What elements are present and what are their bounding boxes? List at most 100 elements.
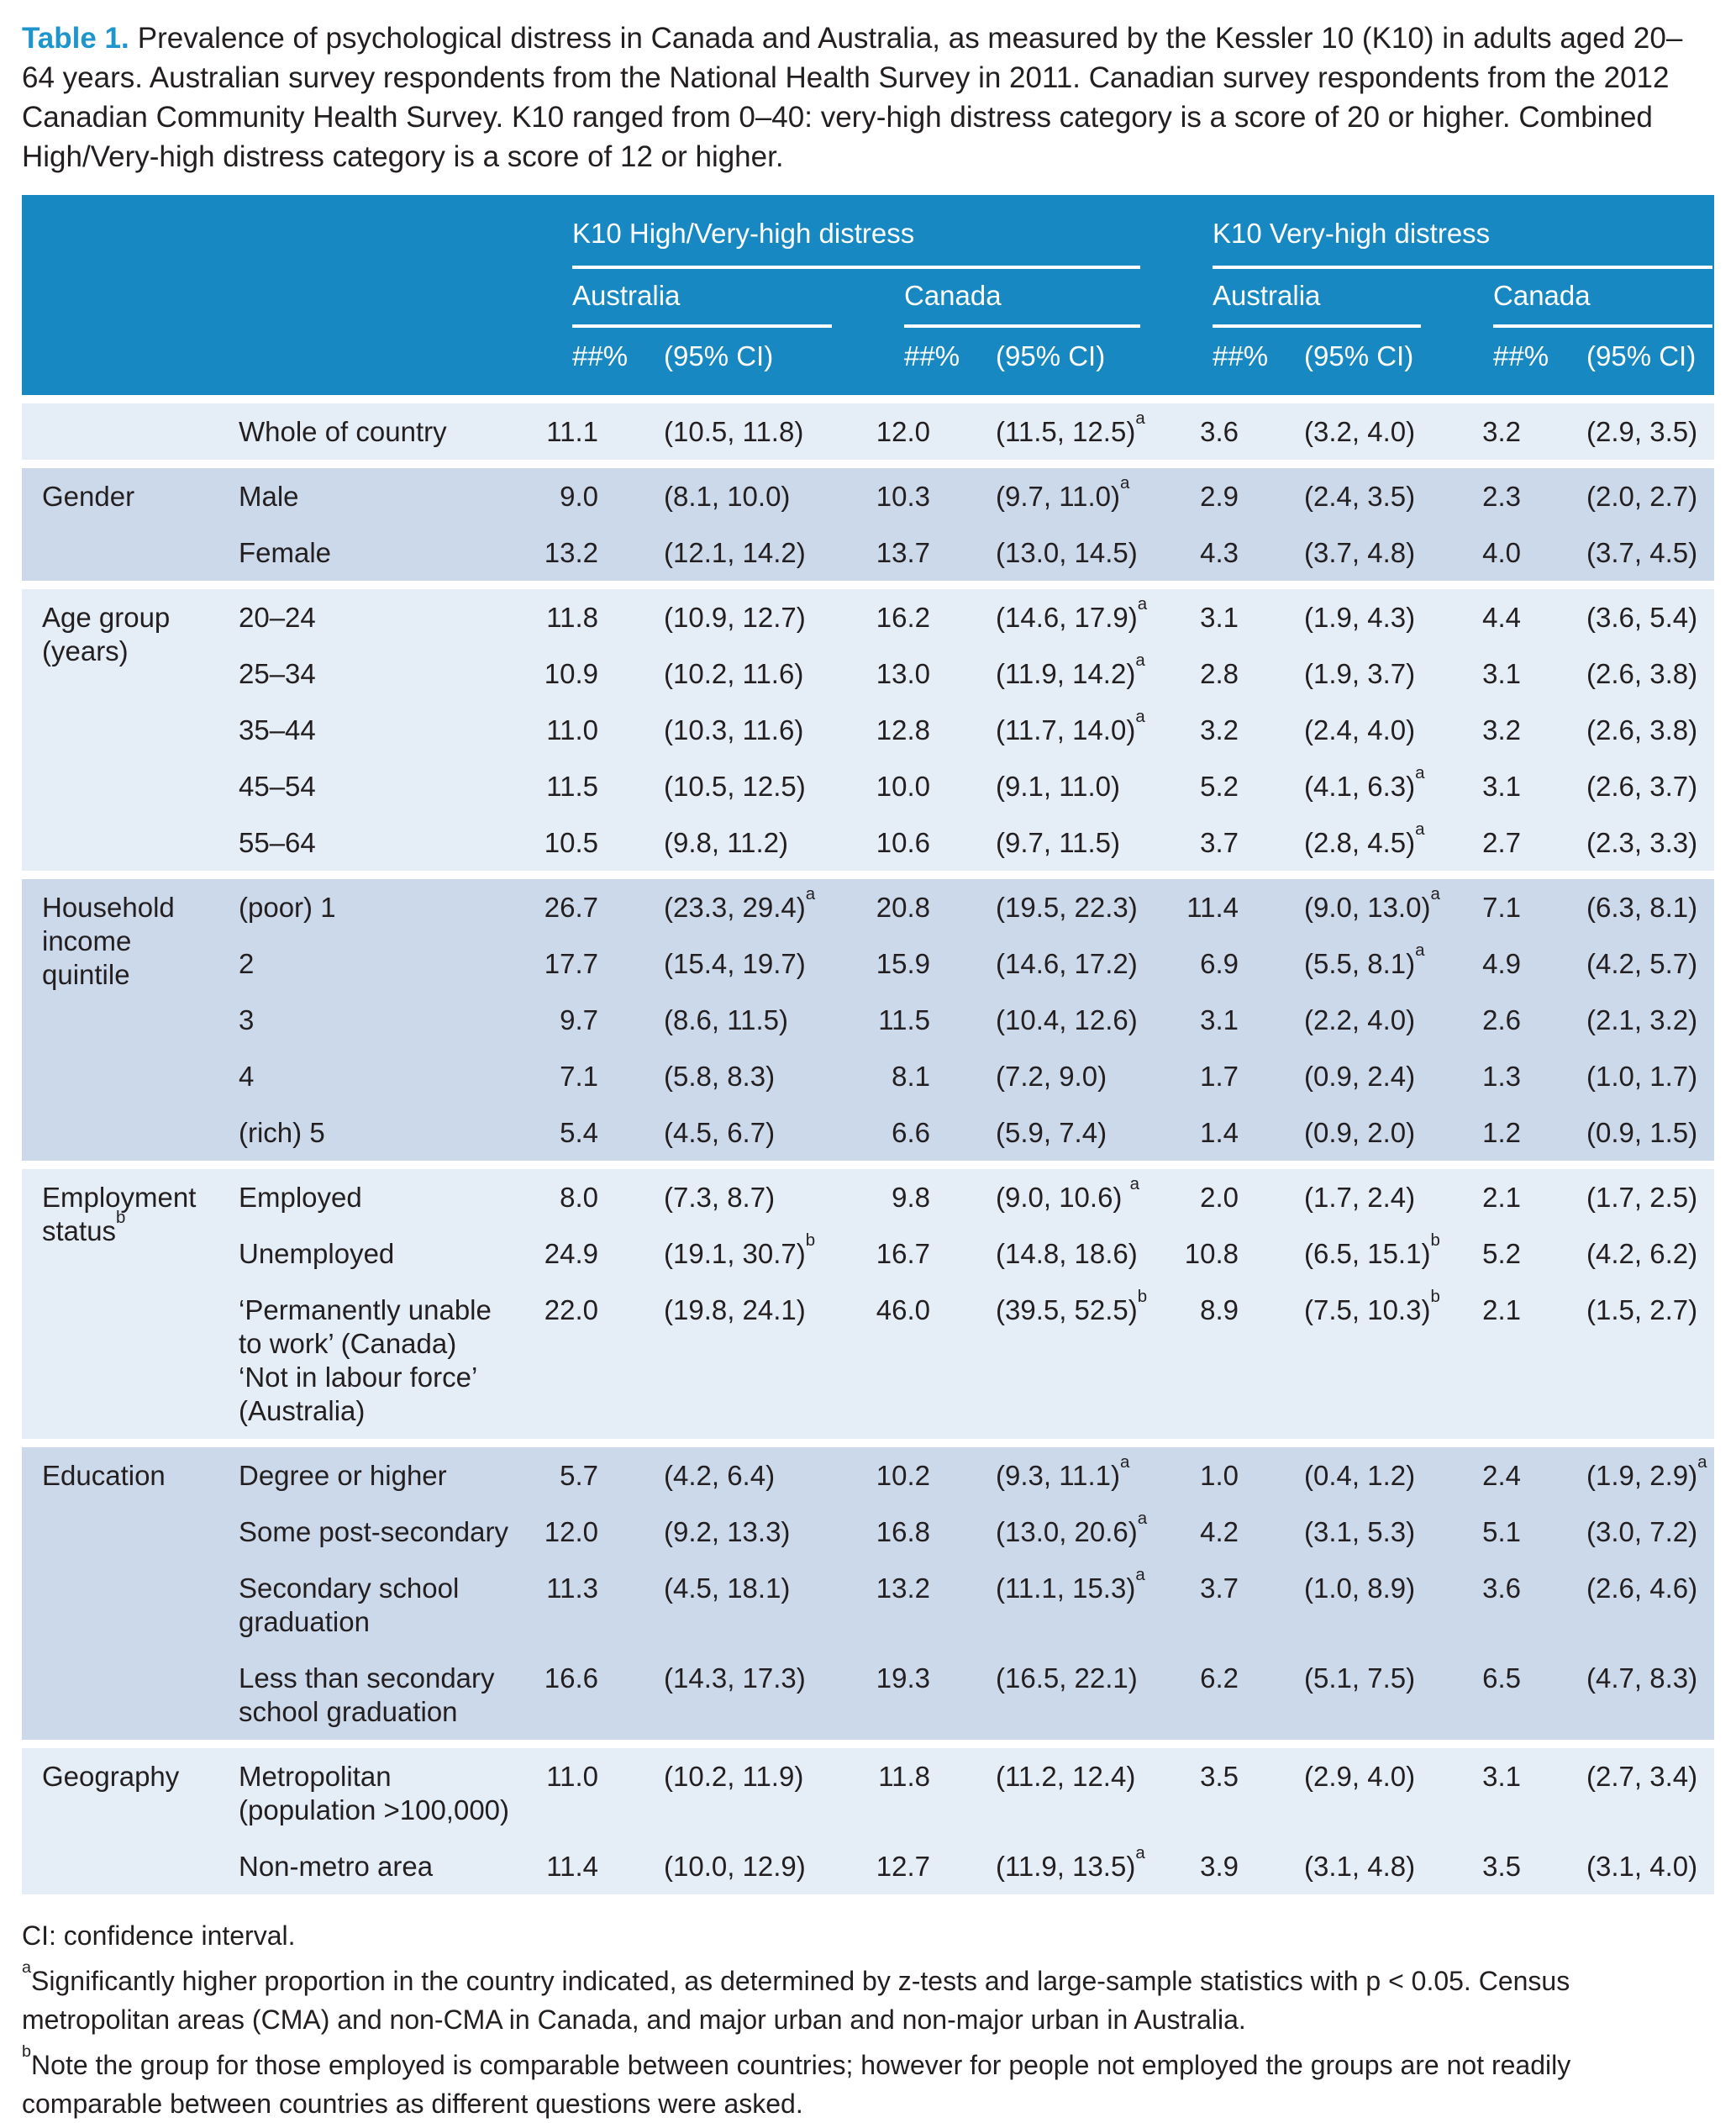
footnotes: CI: confidence interval. aSignificantly h… xyxy=(22,1916,1711,2123)
value-cell: 5.4 xyxy=(539,1104,640,1165)
table-row: Household income quintile (poor) 1 26.7 (23… xyxy=(22,871,1715,1165)
category-label xyxy=(22,395,234,464)
row-label: 55–64 xyxy=(234,814,539,875)
table-row: Education Degree or higher 5.7 (4.2, 6.4) 10… xyxy=(22,1439,1715,1744)
table-row: Whole of country 11.1 (10.5, 11.8) 12.0 (11.… xyxy=(22,395,1715,464)
ci-cell: (4.2, 5.7) xyxy=(1563,935,1715,992)
ci-cell: (11.9, 13.5)a xyxy=(972,1838,1180,1894)
ci-cell: (5.1, 7.5) xyxy=(1281,1650,1460,1744)
table-caption: Table 1. Prevalence of psychological dist… xyxy=(22,18,1711,176)
value-cell: 13.2 xyxy=(539,524,640,585)
row-label: Non-metro area xyxy=(234,1838,539,1894)
ci-cell: (1.9, 2.9)a xyxy=(1563,1439,1715,1504)
value-cell: 15.9 xyxy=(871,935,972,992)
value-cell: 11.5 xyxy=(539,758,640,814)
group-header-row: K10 High/Very-high distress K10 Very-hig… xyxy=(22,195,1715,399)
value-cell: 3.2 xyxy=(1179,702,1281,758)
value-cell: 8.1 xyxy=(871,1048,972,1104)
country-header-australia-2: Australia xyxy=(1179,269,1460,328)
value-cell: 6.6 xyxy=(871,1104,972,1165)
row-label: 45–54 xyxy=(234,758,539,814)
value-cell: 12.8 xyxy=(871,702,972,758)
section-employment-status-b: Employment statusb Employed 8.0 (7.3, 8.7) 9… xyxy=(22,1161,1715,1443)
value-cell: 2.0 xyxy=(1179,1161,1281,1225)
ci-cell: (4.5, 6.7) xyxy=(640,1104,871,1165)
ci-cell: (2.7, 3.4) xyxy=(1563,1740,1715,1838)
value-cell: 3.6 xyxy=(1179,395,1281,464)
value-cell: 2.1 xyxy=(1460,1161,1564,1225)
ci-cell: (19.1, 30.7)b xyxy=(640,1225,871,1282)
ci-cell: (9.2, 13.3) xyxy=(640,1504,871,1560)
value-cell: 2.7 xyxy=(1460,814,1564,875)
value-cell: 3.9 xyxy=(1179,1838,1281,1894)
ci-cell: (7.3, 8.7) xyxy=(640,1161,871,1225)
table-row: ‘Permanently unable to work’ (Canada) ‘N… xyxy=(22,1282,1715,1443)
row-label: Less than secondary school graduation xyxy=(234,1650,539,1744)
value-cell: 10.6 xyxy=(871,814,972,875)
ci-cell: (4.5, 18.1) xyxy=(640,1560,871,1650)
row-label: Unemployed xyxy=(234,1225,539,1282)
table-number-label: Table 1. xyxy=(22,22,129,55)
country-header-australia-1: Australia xyxy=(539,269,871,328)
ci-cell: (9.3, 11.1)a xyxy=(972,1439,1180,1504)
ci-cell: (11.1, 15.3)a xyxy=(972,1560,1180,1650)
row-label: Male xyxy=(234,460,539,524)
ci-cell: (2.3, 3.3) xyxy=(1563,814,1715,875)
ci-cell: (3.6, 5.4) xyxy=(1563,581,1715,645)
country-header-label: Canada xyxy=(1493,269,1713,328)
value-cell: 1.3 xyxy=(1460,1048,1564,1104)
ci-cell: (12.1, 14.2) xyxy=(640,524,871,585)
ci-cell: (10.2, 11.9) xyxy=(640,1740,871,1838)
value-cell: 2.8 xyxy=(1179,645,1281,702)
row-label: Metropolitan (population >100,000) xyxy=(234,1740,539,1838)
row-label: 20–24 xyxy=(234,581,539,645)
row-label: ‘Permanently unable to work’ (Canada) ‘N… xyxy=(234,1282,539,1443)
section-geography: Geography Metropolitan (population >100,0… xyxy=(22,1740,1715,1894)
ci-cell: (10.2, 11.6) xyxy=(640,645,871,702)
ci-cell: (1.7, 2.4) xyxy=(1281,1161,1460,1225)
value-cell: 6.5 xyxy=(1460,1650,1564,1744)
row-label: 25–34 xyxy=(234,645,539,702)
value-cell: 10.9 xyxy=(539,645,640,702)
value-cell: 9.8 xyxy=(871,1161,972,1225)
row-label: 3 xyxy=(234,992,539,1048)
value-cell: 16.2 xyxy=(871,581,972,645)
group-header-very-high: K10 Very-high distress xyxy=(1179,195,1715,269)
table-row: (rich) 5 5.4 (4.5, 6.7) 6.6 (5.9, 7.4) 1.4 (0.… xyxy=(22,1104,1715,1165)
ci-cell: (4.7, 8.3) xyxy=(1563,1650,1715,1744)
value-cell: 9.0 xyxy=(539,460,640,524)
ci-cell: (9.0, 10.6) a xyxy=(972,1161,1180,1225)
value-cell: 12.7 xyxy=(871,1838,972,1894)
table-row: 2 17.7 (15.4, 19.7) 15.9 (14.6, 17.2) 6.9 (5.5… xyxy=(22,935,1715,992)
table-row: Age group (years) 20–24 11.8 (10.9, 12.7) 16… xyxy=(22,581,1715,875)
value-cell: 8.0 xyxy=(539,1161,640,1225)
value-cell: 11.8 xyxy=(539,581,640,645)
value-cell: 10.5 xyxy=(539,814,640,875)
ci-cell: (16.5, 22.1) xyxy=(972,1650,1180,1744)
value-cell: 6.2 xyxy=(1179,1650,1281,1744)
country-header-label: Canada xyxy=(904,269,1141,328)
ci-cell: (0.4, 1.2) xyxy=(1281,1439,1460,1504)
value-cell: 26.7 xyxy=(539,871,640,935)
value-cell: 4.0 xyxy=(1460,524,1564,585)
ci-cell: (9.7, 11.5) xyxy=(972,814,1180,875)
category-label: Employment statusb xyxy=(22,1161,234,1443)
value-cell: 3.1 xyxy=(1179,992,1281,1048)
ci-cell: (2.4, 4.0) xyxy=(1281,702,1460,758)
section-overall: Whole of country 11.1 (10.5, 11.8) 12.0 (11.… xyxy=(22,395,1715,464)
country-header-label: Australia xyxy=(1213,269,1422,328)
value-cell: 24.9 xyxy=(539,1225,640,1282)
table-row: Secondary school graduation 11.3 (4.5, 18.… xyxy=(22,1560,1715,1650)
table-row: 4 7.1 (5.8, 8.3) 8.1 (7.2, 9.0) 1.7 (0.9, 2.4)… xyxy=(22,1048,1715,1104)
section-education: Education Degree or higher 5.7 (4.2, 6.4) 10… xyxy=(22,1439,1715,1744)
ci-cell: (10.0, 12.9) xyxy=(640,1838,871,1894)
ci-cell: (3.7, 4.8) xyxy=(1281,524,1460,585)
value-cell: 10.0 xyxy=(871,758,972,814)
value-cell: 5.7 xyxy=(539,1439,640,1504)
country-header-row: Australia Canada Australia Canada xyxy=(22,269,1715,328)
header-corner xyxy=(22,195,539,399)
ci-header: (95% CI) xyxy=(1281,328,1460,399)
table-row: Female 13.2 (12.1, 14.2) 13.7 (13.0, 14.5) 4.… xyxy=(22,524,1715,585)
percent-header: ##% xyxy=(1179,328,1281,399)
value-cell: 4.2 xyxy=(1179,1504,1281,1560)
